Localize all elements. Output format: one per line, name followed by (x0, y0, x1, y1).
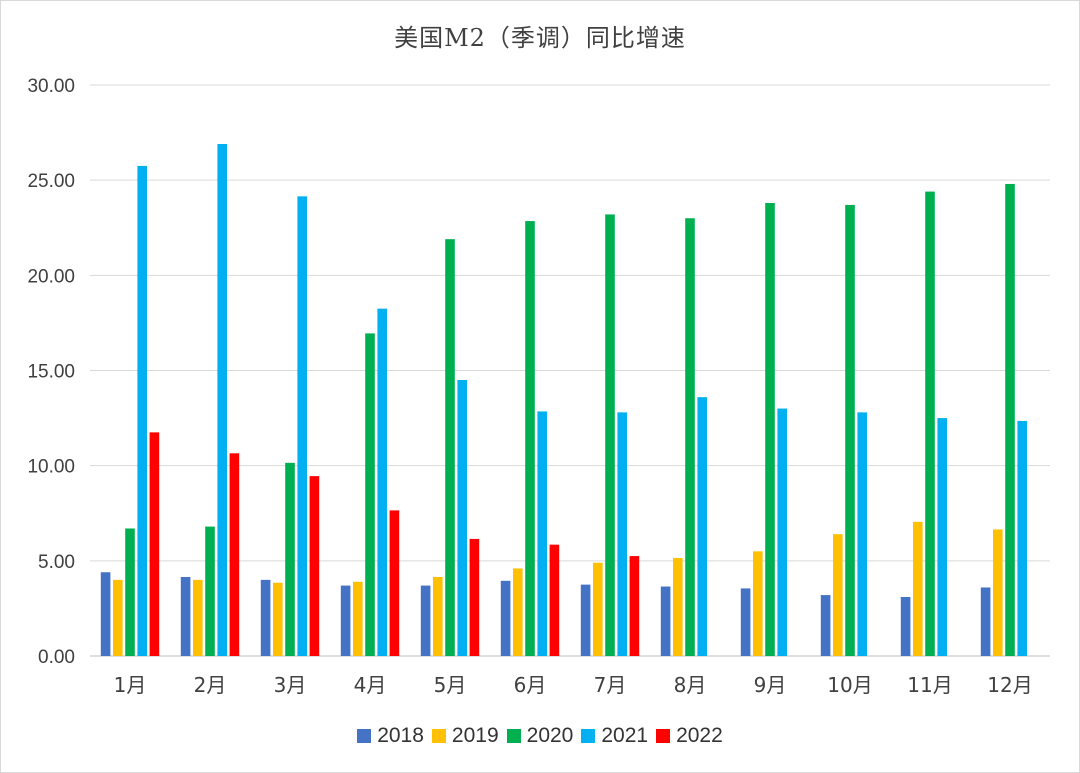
bar-2018-8 (660, 586, 671, 656)
bar-2021-6 (537, 411, 547, 656)
bar-2019-5 (433, 577, 443, 656)
legend-label: 2021 (601, 724, 649, 747)
x-tick-label: 1月 (114, 673, 147, 697)
y-tick-label: 0.00 (38, 647, 75, 668)
x-tick-label: 10月 (827, 673, 872, 697)
legend-swatch (431, 729, 446, 743)
x-tick-label: 2月 (194, 673, 227, 697)
legend-label: 2020 (526, 724, 574, 747)
bar-2021-7 (617, 412, 627, 656)
legend-item-2020: 2020 (506, 724, 574, 748)
bar-2019-1 (113, 579, 123, 656)
legend-item-2021: 2021 (581, 724, 648, 748)
legend-item-2022: 2022 (656, 724, 723, 748)
bar-2020-12 (1005, 183, 1015, 656)
bar-2020-4 (365, 333, 375, 656)
x-tick-label: 12月 (987, 673, 1032, 697)
x-tick-label: 9月 (754, 673, 787, 697)
bar-2021-4 (377, 308, 387, 656)
bar-2020-10 (845, 204, 855, 656)
bar-2018-10 (820, 595, 831, 656)
bar-2019-7 (593, 562, 603, 656)
bar-2018-5 (420, 585, 431, 656)
bar-2018-3 (260, 579, 271, 656)
chart-title: 美国M2（季调）同比增速 (394, 24, 686, 52)
bar-2020-8 (685, 218, 695, 656)
legend-label: 2018 (377, 724, 424, 747)
bar-2020-1 (125, 528, 135, 656)
bar-2022-7 (629, 556, 640, 656)
bar-2022-3 (309, 476, 320, 656)
bar-2018-7 (580, 584, 591, 656)
bar-2021-8 (697, 397, 707, 656)
bar-2022-2 (229, 453, 240, 656)
y-tick-label: 5.00 (38, 552, 75, 573)
x-tick-label: 7月 (594, 673, 627, 697)
legend-swatch (656, 729, 671, 743)
x-tick-label: 4月 (354, 673, 387, 697)
bar-2019-4 (353, 581, 363, 656)
bar-2019-3 (273, 582, 283, 656)
x-tick-label: 5月 (434, 673, 467, 697)
x-tick-label: 6月 (514, 673, 547, 697)
bar-2022-4 (389, 510, 400, 656)
bar-2021-3 (297, 196, 307, 656)
bar-2020-11 (925, 191, 935, 656)
legend-item-2018: 2018 (357, 724, 424, 748)
bar-2021-5 (457, 380, 467, 656)
bar-2020-5 (445, 239, 455, 657)
bar-2021-2 (217, 144, 227, 656)
bar-2019-2 (193, 579, 203, 656)
legend-label: 2019 (451, 724, 499, 747)
bar-2018-1 (100, 572, 111, 656)
chart-legend: 2018 2019 2020 2021 2022 (0, 724, 1080, 748)
y-tick-label: 10.00 (27, 457, 75, 478)
y-tick-label: 20.00 (27, 266, 75, 287)
bar-2021-12 (1017, 420, 1027, 656)
legend-swatch (357, 729, 372, 743)
bar-2018-9 (740, 588, 751, 656)
x-tick-label: 8月 (674, 673, 707, 697)
bar-2018-11 (900, 596, 911, 656)
y-tick-label: 15.00 (27, 362, 75, 383)
bar-2021-9 (777, 408, 787, 656)
bar-2019-6 (513, 568, 523, 656)
x-tick-label: 11月 (907, 673, 952, 697)
legend-item-2019: 2019 (431, 724, 499, 748)
bar-2020-3 (285, 462, 295, 656)
legend-label: 2022 (676, 724, 723, 747)
bar-2020-9 (765, 203, 775, 657)
bar-2021-11 (937, 418, 947, 656)
legend-swatch (581, 729, 596, 743)
bar-2021-10 (857, 412, 867, 656)
bar-2018-12 (980, 587, 991, 656)
bar-2020-6 (525, 221, 535, 657)
bar-2022-5 (469, 538, 480, 656)
bar-2018-6 (500, 580, 511, 656)
bar-2022-1 (149, 432, 160, 656)
bar-2019-12 (993, 529, 1003, 656)
bar-2018-2 (180, 577, 191, 656)
x-tick-label: 3月 (274, 673, 307, 697)
y-tick-label: 30.00 (27, 76, 75, 97)
bar-2019-8 (673, 557, 683, 656)
bar-2019-10 (833, 534, 843, 656)
legend-swatch (506, 729, 521, 743)
bar-2020-2 (205, 526, 215, 656)
bar-2022-6 (549, 544, 560, 656)
bar-2021-1 (137, 165, 147, 656)
bar-2019-9 (753, 551, 763, 656)
bar-2018-4 (340, 585, 351, 656)
bar-2019-11 (913, 521, 923, 656)
y-tick-label: 25.00 (27, 171, 75, 192)
bar-2020-7 (605, 214, 615, 656)
